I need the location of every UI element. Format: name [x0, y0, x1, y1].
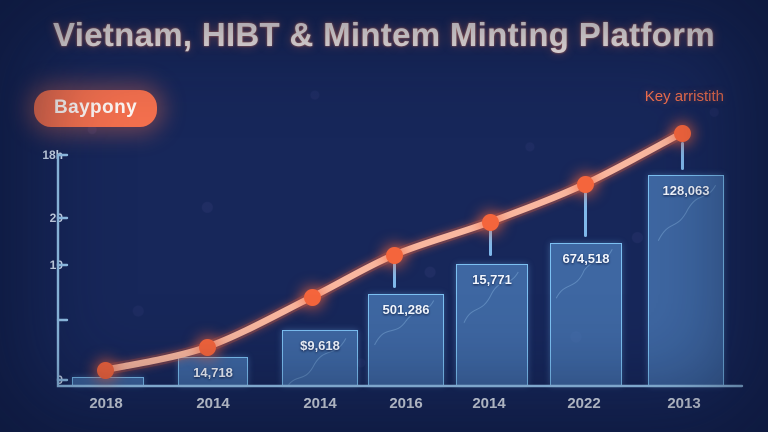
bar-value-label-4: 15,771 — [472, 272, 512, 287]
trend-marker-6[interactable] — [673, 124, 691, 142]
bar-texture-6 — [657, 185, 717, 241]
bar-texture-2 — [288, 338, 347, 385]
bar-value-label-1: 14,718 — [193, 365, 233, 380]
marker-stem-2 — [583, 192, 587, 237]
x-axis-tick-0: 2018 — [89, 395, 123, 412]
bar-5[interactable]: 674,518 — [550, 243, 622, 386]
x-axis-tick-2: 2014 — [303, 395, 337, 412]
axis-lines — [56, 153, 744, 388]
brand-badge: Baypony — [34, 90, 158, 127]
bar-value-label-6: 128,063 — [662, 183, 710, 198]
bar-value-label-3: 501,286 — [382, 302, 430, 317]
bar-texture-3 — [374, 300, 435, 346]
y-axis-tick-2: 10 — [49, 258, 63, 272]
trend-marker-3[interactable] — [385, 246, 403, 264]
axis-tick-marks — [56, 153, 69, 382]
page-title: Vietnam, HIBT & Mintem Minting Platform — [53, 16, 715, 53]
marker-stem-3 — [680, 142, 684, 170]
y-axis-tick-1: 20 — [49, 211, 63, 225]
x-axis-tick-6: 2013 — [667, 395, 701, 412]
trend-marker-5[interactable] — [576, 175, 594, 193]
marker-stem-1 — [488, 230, 492, 256]
bar-3[interactable]: 501,286 — [368, 294, 444, 386]
bar-value-label-5: 674,518 — [562, 251, 610, 266]
bar-1[interactable]: 14,718 — [178, 357, 248, 386]
brand-badge-label: Baypony — [54, 97, 138, 118]
bar-texture-5 — [555, 249, 613, 299]
marker-stem-0 — [392, 263, 396, 288]
trend-marker-1[interactable] — [198, 338, 216, 356]
x-axis-tick-1: 2014 — [196, 395, 230, 412]
key-annotation-label: Key arristith — [644, 88, 724, 105]
x-axis-tick-4: 2014 — [472, 395, 506, 412]
bar-6[interactable]: 128,063 — [648, 175, 724, 386]
trend-marker-4[interactable] — [481, 213, 499, 231]
bar-4[interactable]: 15,771 — [456, 264, 528, 386]
trend-marker-0[interactable] — [96, 361, 114, 379]
trend-marker-2[interactable] — [303, 288, 321, 306]
x-axis-tick-5: 2022 — [567, 395, 601, 412]
bar-value-label-2: $9,618 — [300, 338, 340, 353]
bar-texture-4 — [463, 271, 519, 323]
x-axis-tick-3: 2016 — [389, 395, 423, 412]
